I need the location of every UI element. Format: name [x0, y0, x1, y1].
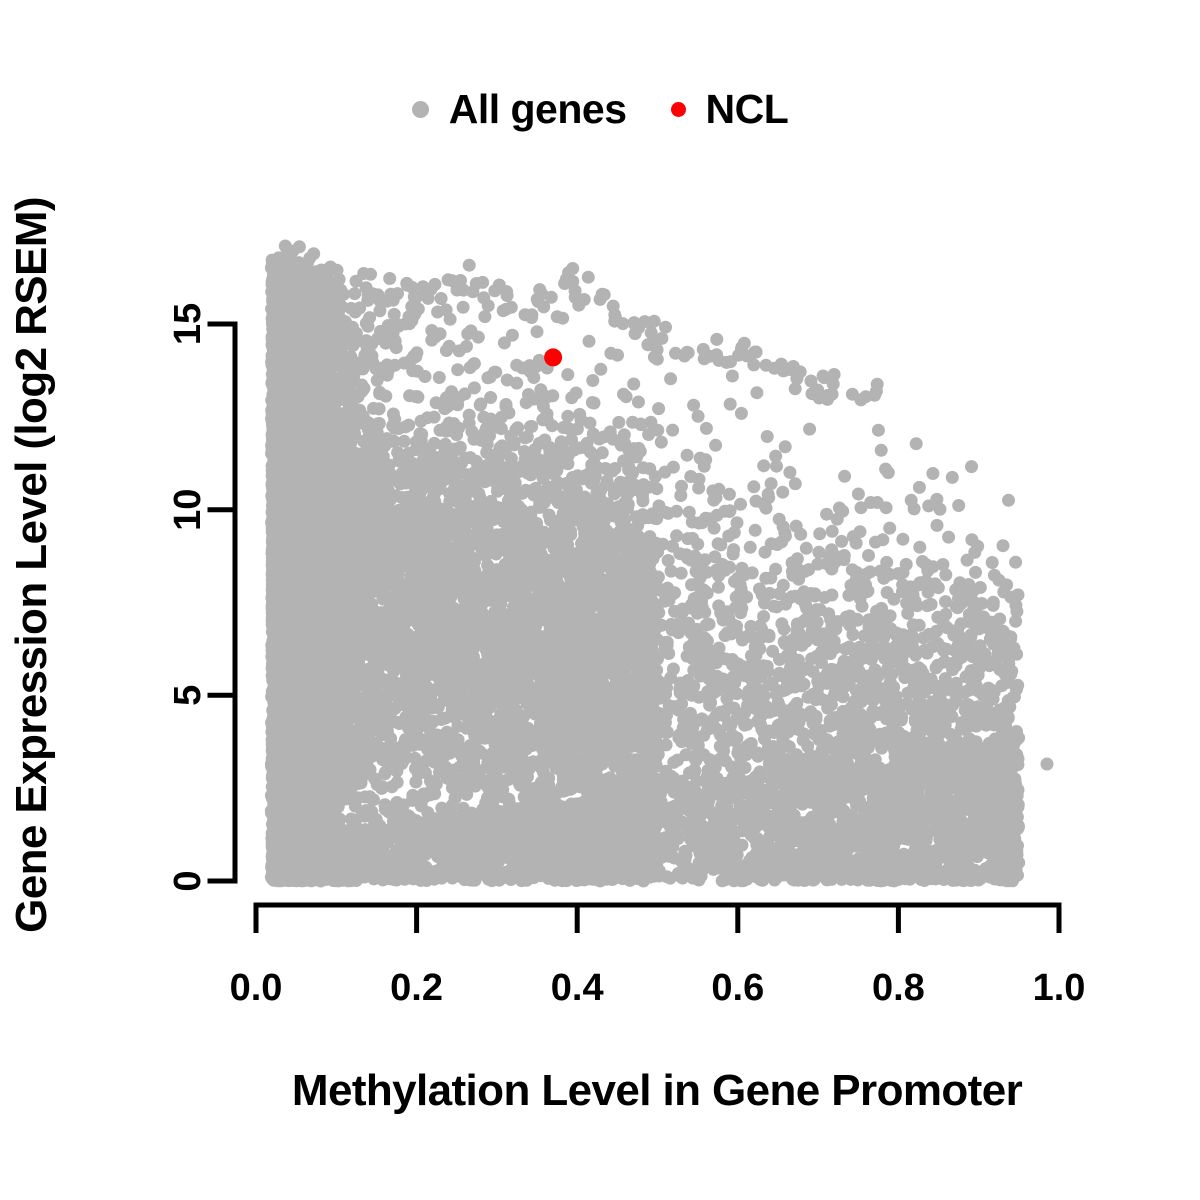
data-point-all-genes — [582, 334, 596, 348]
data-point-all-genes — [757, 459, 771, 473]
legend-label-ncl: NCL — [706, 88, 789, 130]
chart-legend: All genes NCL — [0, 78, 1200, 140]
data-point-all-genes — [1011, 588, 1025, 602]
data-point-all-genes — [965, 460, 978, 474]
data-points-layer — [264, 239, 1054, 888]
data-point-all-genes — [851, 487, 865, 501]
data-point-all-genes — [748, 523, 762, 537]
data-point-all-genes — [945, 470, 959, 484]
data-point-all-genes — [913, 540, 927, 554]
data-point-all-genes — [654, 435, 668, 449]
legend-entry-all-genes: All genes — [411, 88, 627, 130]
data-point-all-genes — [854, 501, 868, 515]
legend-marker-all-genes-icon — [411, 100, 429, 118]
data-point-all-genes — [725, 369, 739, 383]
data-point-all-genes — [727, 543, 741, 557]
data-point-all-genes — [896, 532, 910, 546]
data-point-all-genes — [451, 363, 465, 377]
data-point-all-genes — [445, 781, 459, 795]
data-point-all-genes — [743, 540, 757, 554]
legend-label-all-genes: All genes — [449, 88, 627, 130]
legend-marker-ncl-icon — [670, 101, 686, 117]
data-point-all-genes — [876, 533, 890, 547]
legend-entry-ncl: NCL — [670, 88, 789, 130]
data-point-all-genes — [661, 554, 675, 567]
data-point-all-genes — [670, 529, 684, 543]
